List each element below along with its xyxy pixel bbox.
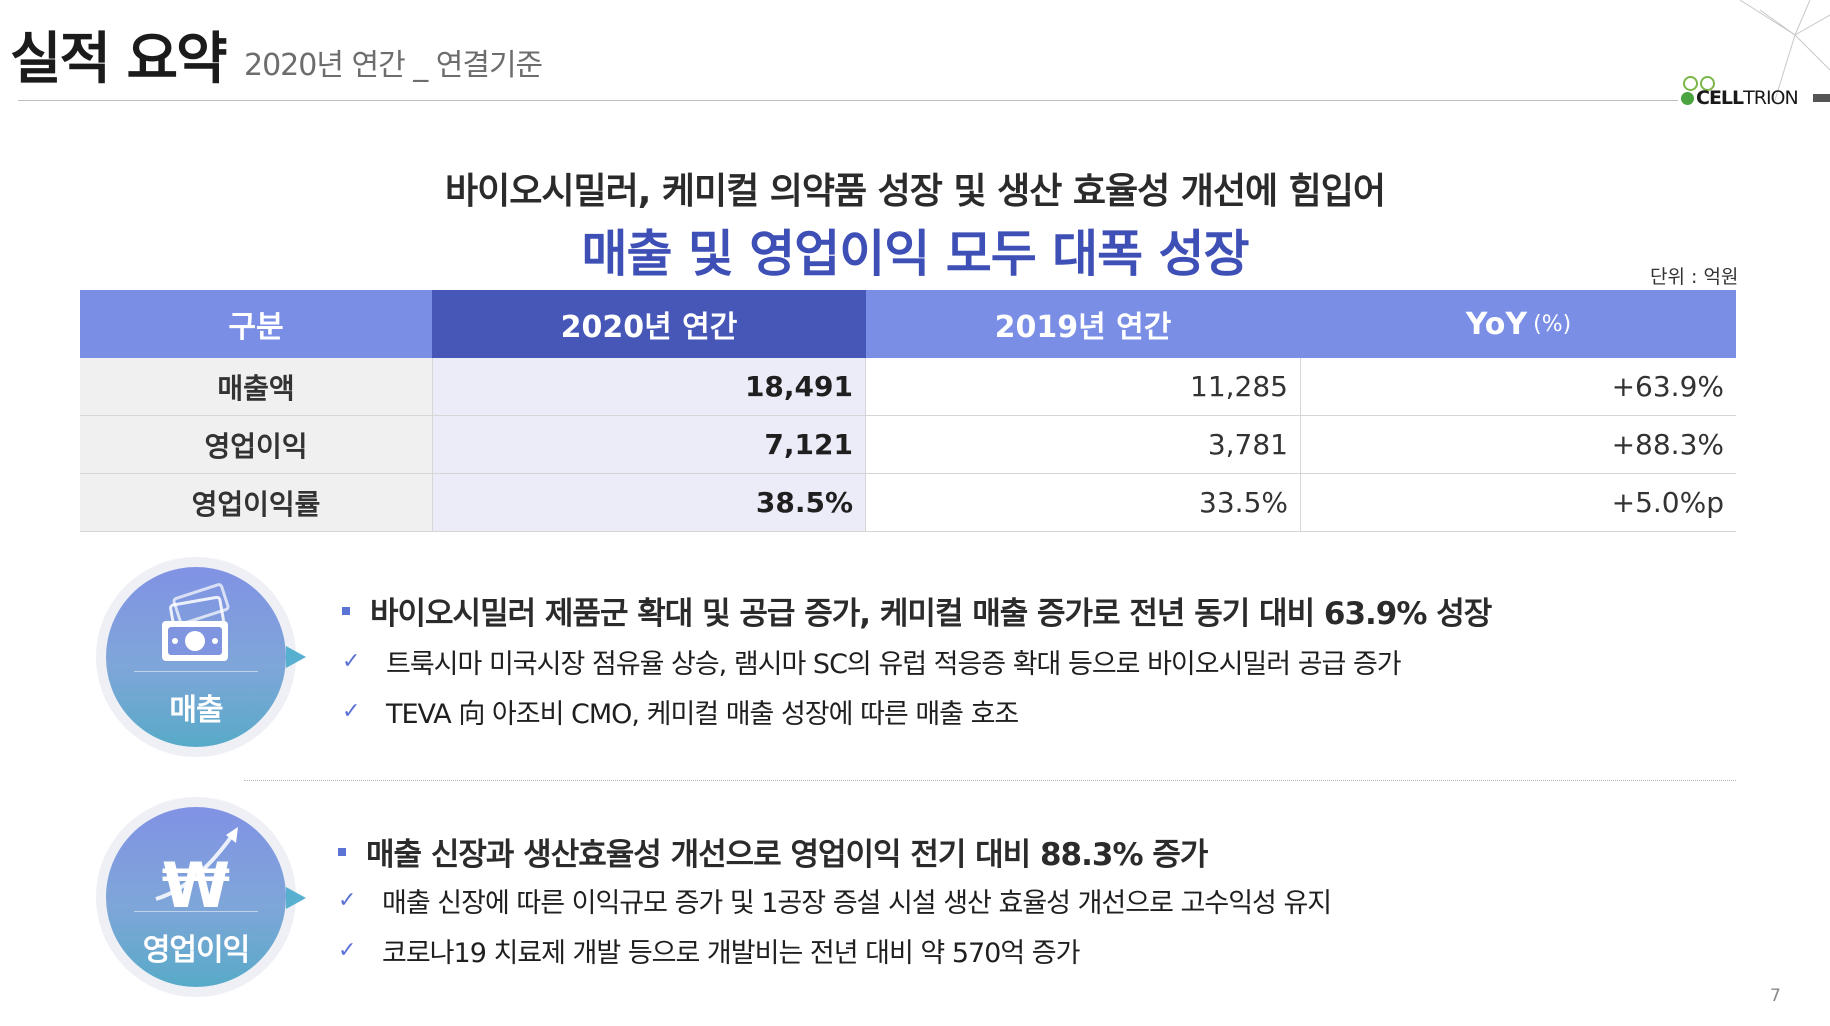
won-growth-icon: ₩ <box>155 827 238 911</box>
cell-yoy: +88.3% <box>1611 428 1724 461</box>
operating-profit-label: 영업이익 <box>142 933 250 968</box>
header-2019: 2019년 연간 <box>866 290 1301 358</box>
cell-yoy: +5.0%p <box>1611 486 1724 519</box>
check-icon: ✓ <box>338 938 356 963</box>
header-yoy-label: YoY <box>1465 306 1528 342</box>
cell-2019: 33.5% <box>866 474 1301 531</box>
cell-2019: 3,781 <box>866 416 1301 473</box>
operating-profit-sub-text: 코로나19 치료제 개발 등으로 개발비는 전년 대비 약 570억 증가 <box>382 938 1080 969</box>
cell-2020: 38.5% <box>432 474 866 531</box>
table-row: 영업이익 7,121 3,781 +88.3% <box>80 416 1736 474</box>
section-divider <box>244 780 1736 781</box>
check-icon: ✓ <box>342 649 360 674</box>
headline-subtitle: 바이오시밀러, 케미컬 의약품 성장 및 생산 효율성 개선에 힘입어 <box>444 171 1386 212</box>
table-row: 영업이익률 38.5% 33.5% +5.0%p <box>80 474 1736 532</box>
revenue-sub-text: 트룩시마 미국시장 점유율 상승, 램시마 SC의 유럽 적응증 확대 등으로 … <box>386 649 1402 680</box>
row-label: 매출액 <box>80 358 432 415</box>
decorative-lines <box>1739 0 1830 100</box>
header-2020: 2020년 연간 <box>432 290 866 358</box>
square-bullet-icon <box>342 606 350 615</box>
row-label: 영업이익 <box>80 416 432 473</box>
revenue-label: 매출 <box>169 693 223 728</box>
header-divider <box>18 100 1678 101</box>
operating-profit-main-text: 매출 신장과 생산효율성 개선으로 영업이익 전기 대비 88.3% 증가 <box>366 837 1208 873</box>
operating-profit-badge: ₩ 영업이익 <box>96 797 296 997</box>
operating-profit-sub-bullet: ✓ 코로나19 치료제 개발 등으로 개발비는 전년 대비 약 570억 증가 <box>338 931 1080 970</box>
logo-text: CELLTRION <box>1681 87 1799 109</box>
page-title: 실적 요약 <box>10 27 228 92</box>
logo-dots-icon <box>1683 76 1717 95</box>
table-row: 매출액 18,491 11,285 +63.9% <box>80 358 1736 416</box>
revenue-sub-bullet: ✓ TEVA 向 아조비 CMO, 케미컬 매출 성장에 따른 매출 호조 <box>342 692 1019 731</box>
check-icon: ✓ <box>338 888 356 913</box>
page-subtitle: 2020년 연간 _ 연결기준 <box>244 48 543 83</box>
header-category: 구분 <box>80 290 432 358</box>
logo-text-light: TRION <box>1743 87 1799 109</box>
results-table: 구분 2020년 연간 2019년 연간 YoY (%) 매출액 18,491 1… <box>80 290 1736 532</box>
operating-profit-circle: ₩ 영업이익 <box>106 807 286 987</box>
circle-divider <box>134 671 258 672</box>
cell-2020: 18,491 <box>432 358 866 415</box>
revenue-main-text: 바이오시밀러 제품군 확대 및 공급 증가, 케미컬 매출 증가로 전년 동기 … <box>370 596 1492 632</box>
cell-yoy: +63.9% <box>1611 370 1724 403</box>
revenue-sub-bullet: ✓ 트룩시마 미국시장 점유율 상승, 램시마 SC의 유럽 적응증 확대 등으… <box>342 642 1402 681</box>
header-yoy-unit: (%) <box>1533 311 1572 337</box>
circle-divider <box>134 911 258 912</box>
header-yoy: YoY (%) <box>1301 290 1736 358</box>
cell-2020: 7,121 <box>432 416 866 473</box>
revenue-circle: 매출 <box>106 567 286 747</box>
page-number: 7 <box>1770 986 1781 1006</box>
revenue-badge: 매출 <box>96 557 296 757</box>
operating-profit-sub-bullet: ✓ 매출 신장에 따른 이익규모 증가 및 1공장 증설 시설 생산 효율성 개… <box>338 881 1332 920</box>
company-logo: CELLTRION <box>1681 74 1830 114</box>
table-header-row: 구분 2020년 연간 2019년 연간 YoY (%) <box>80 290 1736 358</box>
headline-title: 매출 및 영업이익 모두 대폭 성장 <box>581 225 1249 283</box>
square-bullet-icon <box>338 847 346 856</box>
svg-text:₩: ₩ <box>162 849 230 911</box>
money-icon <box>162 583 230 661</box>
row-label: 영업이익률 <box>80 474 432 531</box>
logo-bar <box>1813 94 1830 102</box>
revenue-sub-text: TEVA 向 아조비 CMO, 케미컬 매출 성장에 따른 매출 호조 <box>386 699 1019 730</box>
check-icon: ✓ <box>342 699 360 724</box>
pointer-arrow-icon <box>286 887 306 909</box>
operating-profit-sub-text: 매출 신장에 따른 이익규모 증가 및 1공장 증설 시설 생산 효율성 개선으… <box>382 888 1332 919</box>
revenue-main-bullet: 바이오시밀러 제품군 확대 및 공급 증가, 케미컬 매출 증가로 전년 동기 … <box>342 588 1492 633</box>
cell-2019: 11,285 <box>866 358 1301 415</box>
unit-label: 단위 : 억원 <box>1650 266 1739 288</box>
pointer-arrow-icon <box>286 646 306 668</box>
operating-profit-main-bullet: 매출 신장과 생산효율성 개선으로 영업이익 전기 대비 88.3% 증가 <box>338 829 1208 874</box>
logo-text-bold: CELL <box>1696 87 1744 109</box>
